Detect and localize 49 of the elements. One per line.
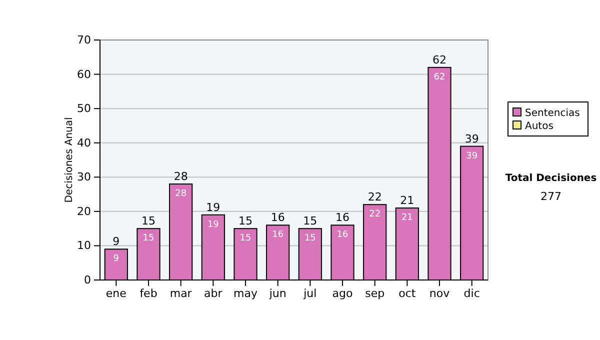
y-tick-label: 30	[77, 170, 91, 184]
data-label: 16	[336, 230, 348, 240]
total-label: 39	[464, 132, 479, 146]
data-label: 15	[142, 234, 154, 244]
legend-label: Sentencias	[525, 108, 580, 119]
x-tick-label: ene	[106, 286, 127, 300]
total-label: 62	[432, 53, 446, 66]
x-tick-label: nov	[429, 286, 450, 300]
data-label: 62	[434, 72, 446, 82]
text: Total Decisiones	[505, 173, 597, 184]
total-label: 9	[112, 235, 120, 248]
data-label: 39	[466, 151, 478, 162]
data-label: 19	[207, 220, 220, 230]
x-tick-label: may	[234, 286, 258, 300]
total-label: 15	[142, 214, 156, 228]
x-tick-label: ago	[332, 286, 353, 300]
legend-label: Autos	[525, 121, 554, 132]
x-tick-label: jun	[268, 286, 286, 300]
total-label: 22	[368, 190, 382, 204]
y-tick-label: 40	[77, 136, 91, 150]
y-tick-label: 10	[77, 239, 91, 252]
x-tick-label: mar	[170, 286, 192, 300]
y-tick-label: 60	[77, 68, 91, 81]
total-label: 21	[400, 194, 414, 207]
data-label: 9	[113, 254, 120, 264]
x-tick-label: dic	[464, 286, 480, 300]
data-label: 15	[240, 234, 252, 244]
data-label: 22	[369, 210, 381, 220]
y-tick-label: 20	[77, 204, 91, 218]
text: 277	[540, 190, 562, 203]
total-label: 19	[206, 200, 220, 214]
x-tick-label: feb	[140, 286, 158, 300]
data-label: 16	[272, 230, 284, 240]
total-label: 16	[270, 211, 285, 224]
total-label: 15	[238, 214, 252, 228]
y-tick-label: 0	[84, 274, 91, 287]
total-label: 15	[303, 214, 318, 228]
x-tick-label: sep	[365, 286, 385, 300]
x-tick-label: oct	[398, 286, 416, 300]
y-tick-label: 70	[77, 34, 91, 47]
data-label: 15	[304, 234, 316, 244]
x-tick-label: jul	[302, 286, 317, 300]
data-label: 21	[401, 213, 413, 223]
total-label: 16	[336, 211, 350, 224]
y-tick-label: 50	[77, 102, 91, 116]
total-label: 28	[174, 170, 188, 183]
data-label: 28	[175, 189, 187, 199]
x-tick-label: abr	[204, 286, 223, 300]
y-axis-title: Decisiones Anual	[64, 117, 75, 203]
